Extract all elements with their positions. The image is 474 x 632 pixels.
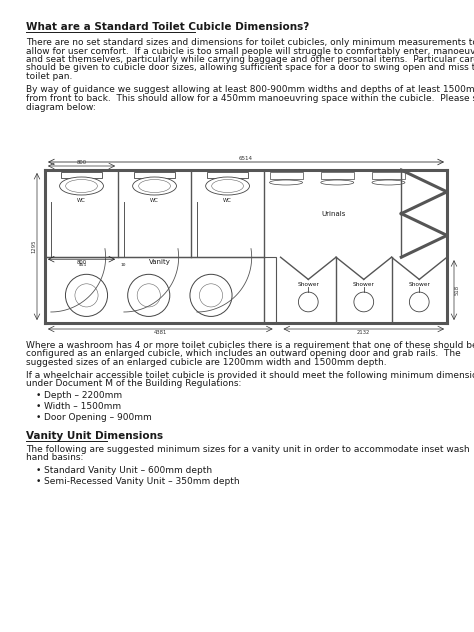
Circle shape [299, 292, 318, 312]
Text: The following are suggested minimum sizes for a vanity unit in order to accommod: The following are suggested minimum size… [26, 445, 470, 454]
Bar [207, 172, 248, 178]
Text: from front to back.  This should allow for a 450mm manoeuvring space within the : from front to back. This should allow fo… [26, 94, 474, 103]
Circle shape [75, 284, 98, 307]
Bar [321, 172, 354, 179]
Text: Standard Vanity Unit – 600mm depth: Standard Vanity Unit – 600mm depth [44, 466, 212, 475]
Text: 4381: 4381 [154, 330, 167, 335]
Circle shape [65, 274, 108, 317]
Circle shape [410, 292, 429, 312]
Text: diagram below:: diagram below: [26, 102, 96, 111]
Text: 800: 800 [76, 160, 87, 165]
Text: 1295: 1295 [31, 240, 36, 253]
Bar [61, 172, 102, 178]
Text: If a wheelchair accessible toilet cubicle is provided it should meet the followi: If a wheelchair accessible toilet cubicl… [26, 370, 474, 379]
Text: Width – 1500mm: Width – 1500mm [44, 402, 121, 411]
Text: Door Opening – 900mm: Door Opening – 900mm [44, 413, 152, 422]
Circle shape [137, 284, 160, 307]
Text: Vanity: Vanity [149, 259, 171, 265]
Text: WC: WC [150, 198, 159, 203]
Text: 518: 518 [455, 285, 460, 295]
Text: under Document M of the Building Regulations:: under Document M of the Building Regulat… [26, 379, 241, 388]
Text: 2132: 2132 [357, 330, 371, 335]
Text: Shower: Shower [297, 282, 319, 287]
Ellipse shape [65, 179, 97, 193]
Text: hand basins:: hand basins: [26, 454, 83, 463]
Text: Shower: Shower [353, 282, 375, 287]
Bar [372, 172, 405, 179]
Ellipse shape [270, 180, 302, 185]
Text: WC: WC [77, 198, 86, 203]
Ellipse shape [321, 180, 354, 185]
Text: •: • [36, 466, 41, 475]
Text: Semi-Recessed Vanity Unit – 350mm depth: Semi-Recessed Vanity Unit – 350mm depth [44, 477, 240, 485]
Text: suggested sizes of an enlarged cubicle are 1200mm width and 1500mm depth.: suggested sizes of an enlarged cubicle a… [26, 358, 387, 367]
Bar [45, 257, 275, 323]
Text: •: • [36, 391, 41, 401]
Ellipse shape [212, 179, 244, 193]
Text: 10: 10 [120, 263, 126, 267]
Text: •: • [36, 413, 41, 422]
Text: WC: WC [223, 198, 232, 203]
Ellipse shape [133, 177, 176, 195]
Text: configured as an enlarged cubicle, which includes an outward opening door and gr: configured as an enlarged cubicle, which… [26, 349, 461, 358]
Text: 451: 451 [78, 263, 87, 267]
Text: Vanity Unit Dimensions: Vanity Unit Dimensions [26, 431, 163, 441]
Text: Where a washroom has 4 or more toilet cubicles there is a requirement that one o: Where a washroom has 4 or more toilet cu… [26, 341, 474, 350]
Circle shape [190, 274, 232, 317]
Text: and seat themselves, particularly while carrying baggage and other personal item: and seat themselves, particularly while … [26, 55, 474, 64]
Bar [134, 172, 175, 178]
Ellipse shape [206, 177, 249, 195]
Text: •: • [36, 477, 41, 485]
Ellipse shape [139, 179, 171, 193]
Ellipse shape [60, 177, 103, 195]
Circle shape [128, 274, 170, 317]
Text: toilet pan.: toilet pan. [26, 72, 73, 81]
Text: 800: 800 [76, 260, 87, 265]
Text: Urinals: Urinals [321, 211, 346, 217]
Text: 6514: 6514 [239, 156, 253, 161]
Ellipse shape [372, 180, 405, 185]
Text: Depth – 2200mm: Depth – 2200mm [44, 391, 122, 401]
Text: should be given to cubicle door sizes, allowing sufficient space for a door to s: should be given to cubicle door sizes, a… [26, 63, 474, 73]
Circle shape [354, 292, 374, 312]
Text: What are a Standard Toilet Cubicle Dimensions?: What are a Standard Toilet Cubicle Dimen… [26, 22, 309, 32]
Text: allow for user comfort.  If a cubicle is too small people will struggle to comfo: allow for user comfort. If a cubicle is … [26, 47, 474, 56]
Text: There are no set standard sizes and dimensions for toilet cubicles, only minimum: There are no set standard sizes and dime… [26, 38, 474, 47]
Circle shape [200, 284, 223, 307]
Text: Shower: Shower [408, 282, 430, 287]
Bar [270, 172, 302, 179]
Text: By way of guidance we suggest allowing at least 800-900mm widths and depths of a: By way of guidance we suggest allowing a… [26, 85, 474, 95]
Text: •: • [36, 402, 41, 411]
